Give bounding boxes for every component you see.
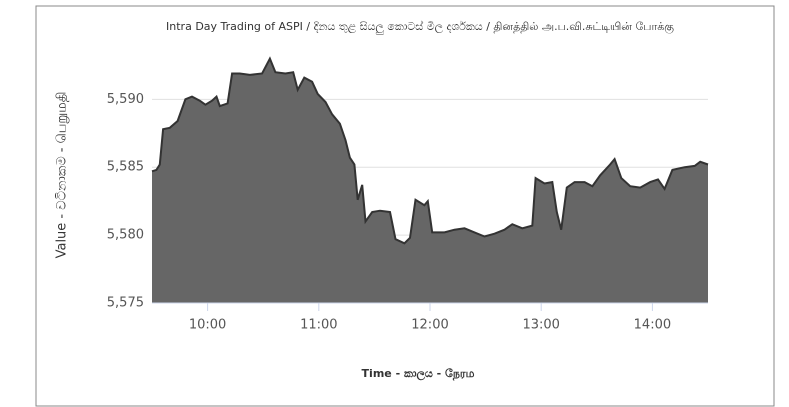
x-axis-label: Time - කාලය - நேரம: [362, 367, 475, 382]
x-tick-label: 12:00: [411, 318, 448, 333]
y-tick-label: 5,575: [107, 296, 144, 311]
x-tick-label: 11:00: [300, 318, 337, 333]
y-axis-label: Value - වටිනාකම - பெறுமதி: [55, 92, 70, 259]
y-tick-label: 5,585: [107, 160, 144, 175]
x-tick-label: 10:00: [189, 318, 226, 333]
y-tick-label: 5,590: [107, 92, 144, 107]
area: [152, 58, 708, 303]
line: [151, 56, 709, 245]
y-tick-label: 5,580: [107, 228, 144, 243]
x-tick-label: 14:00: [634, 318, 671, 333]
x-tick-label: 13:00: [522, 318, 559, 333]
chart-title: Intra Day Trading of ASPI / දිනය තුළ සිය…: [166, 19, 674, 35]
